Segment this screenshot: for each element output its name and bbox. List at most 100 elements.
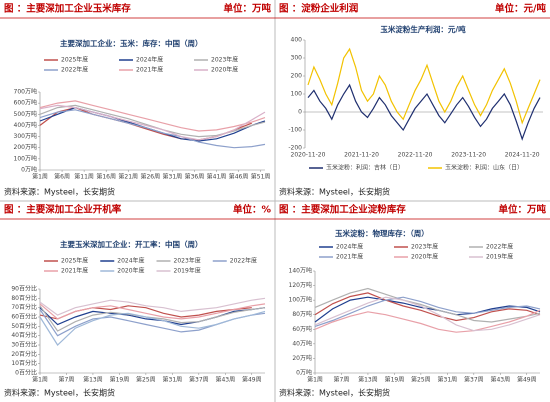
legend-label: 2023年度 bbox=[411, 243, 438, 251]
series-line bbox=[39, 310, 266, 346]
unit-label: 单位：% bbox=[233, 204, 272, 216]
series-line bbox=[39, 106, 266, 142]
legend-label: 玉米淀粉：利润：吉林（日） bbox=[326, 164, 404, 172]
y-tick-label: 400 bbox=[291, 37, 303, 44]
legend-label: 玉米淀粉：利润：山东（日） bbox=[445, 164, 523, 172]
source-note: 资料来源：Mysteel，长安期货 bbox=[4, 187, 115, 197]
panel: 图 ：主要深加工企业开机率 单位：% 主要玉米深加工企业：开工率：中国（周） 资料来源… bbox=[0, 204, 275, 398]
y-tick-label: 0 bbox=[298, 109, 302, 116]
x-tick-label: 2023-11-20 bbox=[451, 152, 486, 159]
y-tick-label: 200 bbox=[291, 73, 303, 80]
panel: 图 ：淀粉企业利润 单位：元/吨玉米淀粉生产利润：元/吨资料来源：Mysteel，… bbox=[275, 3, 550, 197]
y-tick-label: -100 bbox=[288, 127, 302, 134]
chart-title: 主要玉米深加工企业：开工率：中国（周） bbox=[60, 239, 203, 249]
chart-title: 主要深加工企业：玉米：库存：中国（周） bbox=[60, 38, 203, 48]
y-tick-label: 10百分比 bbox=[11, 359, 37, 367]
x-tick-label: 第19周 bbox=[110, 376, 130, 384]
legend-label: 2021年度 bbox=[336, 253, 363, 261]
y-tick-label: -200 bbox=[288, 145, 302, 152]
legend-label: 2019年度 bbox=[486, 253, 513, 261]
x-tick-label: 第7周 bbox=[59, 376, 75, 384]
series-line bbox=[314, 296, 541, 332]
y-tick-label: 50百分比 bbox=[11, 322, 37, 330]
y-tick-label: 100 bbox=[291, 91, 303, 98]
y-tick-label: 70百分比 bbox=[11, 303, 37, 311]
legend-label: 2024年度 bbox=[117, 257, 144, 265]
series-line bbox=[39, 104, 266, 141]
figure-title: 图 ：主要深加工企业开机率 bbox=[4, 204, 122, 216]
series-line bbox=[307, 47, 541, 125]
legend-label: 2025年度 bbox=[61, 56, 88, 64]
legend-label: 2022年度 bbox=[486, 243, 513, 251]
legend-label: 2020年度 bbox=[117, 267, 144, 275]
y-tick-label: 60万吨 bbox=[292, 325, 312, 333]
y-tick-label: 0百分比 bbox=[15, 369, 37, 377]
series-line bbox=[39, 297, 266, 316]
unit-label: 单位：元/吨 bbox=[495, 3, 546, 15]
x-tick-label: 第41周 bbox=[207, 173, 227, 181]
series-line bbox=[307, 83, 541, 141]
x-tick-label: 第1周 bbox=[32, 376, 48, 384]
y-tick-label: 400万吨 bbox=[14, 121, 37, 129]
x-tick-label: 第16周 bbox=[96, 173, 116, 181]
legend-label: 2020年度 bbox=[411, 253, 438, 261]
legend-label: 2023年度 bbox=[174, 257, 201, 265]
series-line bbox=[314, 296, 541, 327]
x-tick-label: 第36周 bbox=[185, 173, 205, 181]
x-tick-label: 第25周 bbox=[411, 376, 431, 384]
series-line bbox=[39, 303, 266, 320]
source-note: 资料来源：Mysteel，长安期货 bbox=[279, 187, 390, 197]
series-line bbox=[314, 287, 541, 323]
x-tick-label: 第49周 bbox=[517, 376, 537, 384]
x-tick-label: 2020-11-20 bbox=[291, 152, 326, 159]
x-tick-label: 2022-11-20 bbox=[398, 152, 433, 159]
y-tick-label: 500万吨 bbox=[14, 110, 37, 118]
y-tick-label: 90百分比 bbox=[11, 285, 37, 293]
source-note: 资料来源：Mysteel，长安期货 bbox=[279, 388, 390, 398]
legend-label: 2019年度 bbox=[174, 267, 201, 275]
series-line bbox=[314, 292, 541, 322]
legend-label: 2021年度 bbox=[136, 66, 163, 74]
y-tick-label: 600万吨 bbox=[14, 99, 37, 107]
source-note: 资料来源：Mysteel，长安期货 bbox=[4, 388, 115, 398]
y-tick-label: 300万吨 bbox=[14, 132, 37, 140]
x-tick-label: 第21周 bbox=[118, 173, 138, 181]
x-tick-label: 2024-11-20 bbox=[505, 152, 540, 159]
series-line bbox=[39, 305, 266, 332]
x-tick-label: 第51周 bbox=[251, 173, 271, 181]
legend-label: 2024年度 bbox=[336, 243, 363, 251]
chart-title: 玉米淀粉生产利润：元/吨 bbox=[380, 24, 466, 34]
chart-title: 玉米淀粉：物理库存：（周） bbox=[335, 228, 429, 238]
x-tick-label: 第43周 bbox=[490, 376, 510, 384]
y-tick-label: 20万吨 bbox=[292, 354, 312, 362]
x-tick-label: 第25周 bbox=[136, 376, 156, 384]
y-tick-label: 0万吨 bbox=[296, 369, 312, 377]
x-tick-label: 第37周 bbox=[189, 376, 209, 384]
y-tick-label: 100万吨 bbox=[289, 296, 312, 304]
y-tick-label: 20百分比 bbox=[11, 350, 37, 358]
y-tick-label: 140万吨 bbox=[289, 267, 312, 275]
x-tick-label: 第46周 bbox=[229, 173, 249, 181]
legend-label: 2020年度 bbox=[211, 66, 238, 74]
series-line bbox=[39, 307, 266, 326]
x-tick-label: 第13周 bbox=[83, 376, 103, 384]
y-tick-label: 30百分比 bbox=[11, 341, 37, 349]
legend-label: 2024年度 bbox=[136, 56, 163, 64]
x-tick-label: 第7周 bbox=[334, 376, 350, 384]
y-tick-label: 0万吨 bbox=[21, 166, 37, 174]
y-tick-label: 40万吨 bbox=[292, 339, 312, 347]
figure-title: 图 ：淀粉企业利润 bbox=[279, 3, 358, 15]
x-tick-label: 第1周 bbox=[307, 376, 323, 384]
series-line bbox=[314, 309, 541, 333]
x-tick-label: 第19周 bbox=[385, 376, 405, 384]
figure-title: 图 ：主要深加工企业玉米库存 bbox=[4, 3, 131, 15]
y-tick-label: 40百分比 bbox=[11, 331, 37, 339]
y-tick-label: 80百分比 bbox=[11, 294, 37, 302]
y-tick-label: 60百分比 bbox=[11, 313, 37, 321]
unit-label: 单位：万吨 bbox=[223, 3, 271, 15]
y-tick-label: 120万吨 bbox=[289, 281, 312, 289]
series-line bbox=[39, 100, 266, 132]
